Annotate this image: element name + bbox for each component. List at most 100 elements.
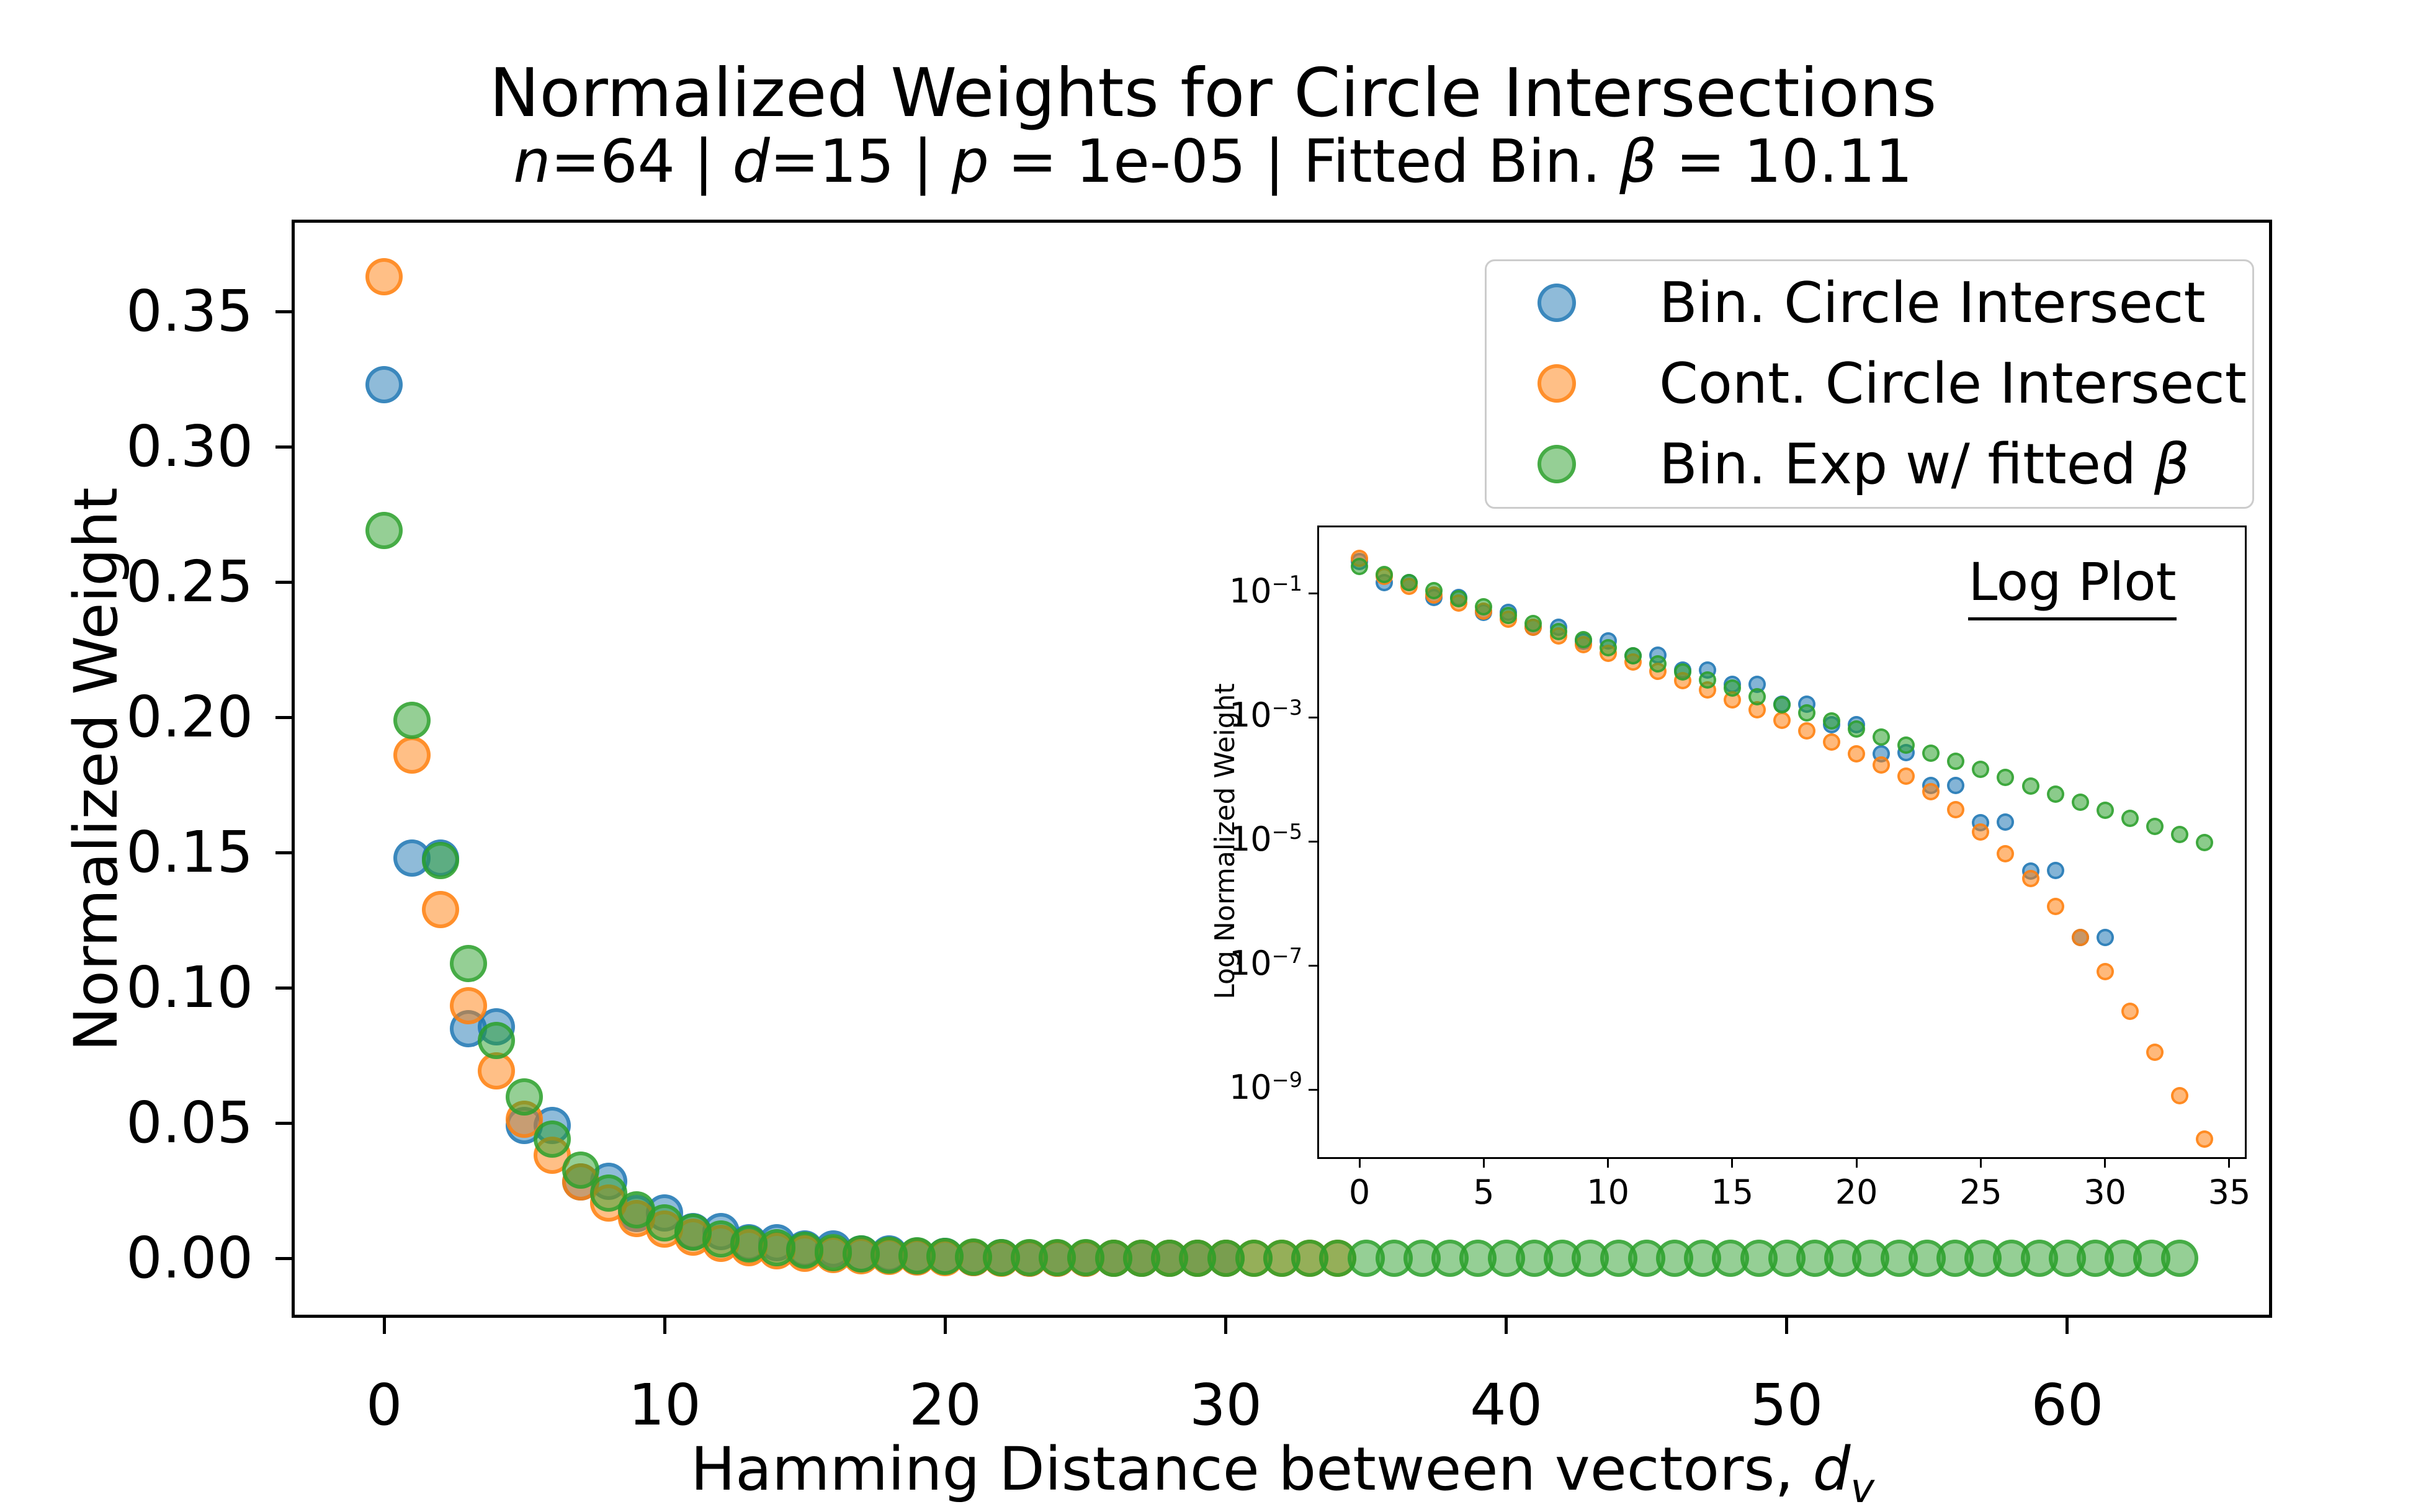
- legend-marker-blue-icon: [1538, 284, 1576, 322]
- inset-y-tick-label: 10−7: [1229, 944, 1302, 983]
- inset-scatter-point-green: [1376, 566, 1394, 584]
- legend-label: Bin. Circle Intersect: [1659, 271, 2206, 336]
- scatter-point-green: [1712, 1240, 1750, 1277]
- y-axis-tick: [275, 1121, 292, 1125]
- inset-scatter-point-orange: [2146, 1043, 2164, 1061]
- x-axis-tick: [382, 1318, 386, 1334]
- inset-scatter-point-blue: [1997, 813, 2015, 831]
- inset-y-tick-label: 10−9: [1229, 1068, 1302, 1107]
- inset-y-tick: [1309, 1088, 1317, 1091]
- inset-y-tick: [1309, 716, 1317, 718]
- scatter-point-green: [478, 1021, 516, 1059]
- inset-x-tick: [1358, 1159, 1361, 1168]
- inset-scatter-point-green: [1400, 574, 1418, 592]
- scatter-point-green: [1207, 1239, 1245, 1277]
- x-axis-tick: [943, 1318, 947, 1334]
- inset-scatter-point-green: [1549, 622, 1567, 640]
- inset-scatter-point-green: [1823, 712, 1841, 730]
- x-axis-tick-label: 60: [2031, 1372, 2104, 1438]
- scatter-point-green: [1964, 1240, 2002, 1277]
- inset-y-tick: [1309, 964, 1317, 967]
- inset-scatter-point-green: [2195, 834, 2213, 852]
- legend-marker-orange-icon: [1538, 364, 1576, 403]
- inset-scatter-point-green: [1425, 582, 1443, 600]
- y-axis-tick: [275, 580, 292, 584]
- legend-entry-bin-circle-intersect: Bin. Circle Intersect: [1487, 275, 2252, 362]
- inset-scatter-point-green: [1947, 753, 1965, 771]
- main-plot-area: [292, 220, 2272, 1318]
- scatter-point-green: [449, 944, 487, 982]
- inset-scatter-point-green: [1574, 630, 1592, 648]
- inset-scatter-point-orange: [1947, 801, 1965, 819]
- inset-scatter-point-orange: [1922, 783, 1940, 801]
- inset-scatter-point-green: [1649, 655, 1667, 673]
- scatter-point-green: [2160, 1240, 2198, 1277]
- inset-scatter-point-orange: [2096, 963, 2114, 981]
- x-axis-tick: [1785, 1318, 1789, 1334]
- inset-x-tick: [2104, 1159, 2106, 1168]
- scatter-point-green: [1319, 1240, 1357, 1277]
- inset-scatter-point-green: [2121, 810, 2139, 828]
- inset-scatter-point-orange: [1773, 712, 1791, 729]
- inset-x-tick: [1855, 1159, 1858, 1168]
- inset-scatter-point-green: [2071, 793, 2089, 811]
- inset-scatter-point-orange: [1848, 745, 1866, 763]
- x-axis-tick: [1224, 1318, 1228, 1334]
- scatter-point-green: [534, 1120, 571, 1158]
- inset-scatter-point-green: [1873, 728, 1891, 746]
- x-axis-tick-label: 40: [1470, 1372, 1543, 1438]
- chart-title: Normalized Weights for Circle Intersecti…: [489, 55, 1937, 132]
- inset-scatter-point-orange: [1823, 733, 1841, 751]
- x-axis-tick-label: 20: [908, 1372, 982, 1438]
- inset-x-tick-label: 5: [1473, 1173, 1495, 1212]
- inset-scatter-point-blue: [1947, 776, 1965, 794]
- inset-x-tick-label: 30: [2084, 1173, 2127, 1212]
- legend-entry-cont-circle-intersect: Cont. Circle Intersect: [1487, 356, 2252, 443]
- inset-scatter-point-orange: [1997, 845, 2015, 863]
- inset-scatter-point-green: [1972, 761, 1990, 779]
- inset-scatter-point-orange: [1873, 756, 1891, 774]
- scatter-point-orange: [365, 257, 403, 295]
- inset-scatter-point-orange: [2046, 898, 2064, 916]
- inset-scatter-point-green: [1673, 663, 1691, 681]
- inset-x-tick-label: 0: [1348, 1173, 1371, 1212]
- x-axis-label: Hamming Distance between vectors, dv: [690, 1434, 1875, 1512]
- scatter-point-orange: [449, 987, 487, 1025]
- x-axis-tick-label: 50: [1750, 1372, 1824, 1438]
- inset-x-tick: [1482, 1159, 1485, 1168]
- scatter-point-green: [393, 701, 431, 739]
- x-axis-tick-label: 0: [365, 1372, 403, 1438]
- scatter-point-green: [421, 842, 459, 880]
- scatter-point-green: [506, 1078, 544, 1116]
- inset-y-tick: [1309, 592, 1317, 594]
- inset-y-tick: [1309, 840, 1317, 843]
- inset-scatter-point-green: [1848, 720, 1866, 738]
- inset-scatter-point-green: [1698, 671, 1716, 689]
- legend-entry-bin-exp-fitted-beta: Bin. Exp w/ fitted β: [1487, 437, 2252, 524]
- x-axis-tick: [2066, 1318, 2069, 1334]
- legend-label: Cont. Circle Intersect: [1659, 351, 2247, 416]
- y-axis-tick: [275, 445, 292, 449]
- scatter-point-green: [2020, 1240, 2058, 1277]
- y-axis-tick: [275, 310, 292, 313]
- y-axis-tick-label: 0.25: [126, 548, 253, 615]
- inset-scatter-point-green: [1997, 769, 2015, 787]
- inset-x-tick-label: 20: [1835, 1173, 1878, 1212]
- inset-scatter-point-blue: [2046, 862, 2064, 880]
- y-axis-tick: [275, 986, 292, 990]
- scatter-point-blue: [365, 365, 403, 403]
- inset-scatter-point-green: [1524, 614, 1542, 632]
- y-axis-tick: [275, 851, 292, 854]
- inset-x-tick: [2228, 1159, 2231, 1168]
- inset-log-plot-area: [1317, 526, 2247, 1159]
- inset-scatter-point-green: [2170, 826, 2188, 844]
- inset-scatter-point-green: [1798, 704, 1816, 722]
- legend: Bin. Circle Intersect Cont. Circle Inter…: [1485, 259, 2254, 509]
- inset-x-tick-label: 10: [1587, 1173, 1629, 1212]
- scatter-point-green: [365, 512, 403, 550]
- inset-scatter-point-green: [1922, 745, 1940, 763]
- inset-x-tick: [1607, 1159, 1609, 1168]
- chart-subtitle: n=64 | d=15 | p = 1e-05 | Fitted Bin. β …: [513, 128, 1913, 196]
- inset-scatter-point-green: [1450, 590, 1468, 608]
